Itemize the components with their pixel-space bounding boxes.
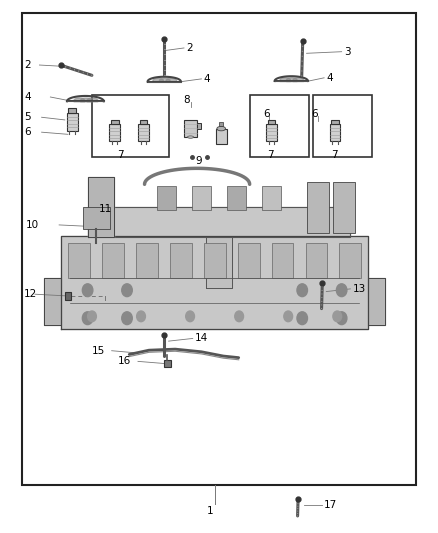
Text: 15: 15 [92,346,105,356]
Text: 7: 7 [117,150,124,159]
Text: 4: 4 [204,74,210,84]
Text: 2: 2 [186,43,193,53]
Bar [307,182,328,233]
Bar [262,186,281,210]
Bar [197,123,201,129]
Circle shape [297,312,307,325]
Text: 6: 6 [263,109,269,118]
Text: 13: 13 [353,284,366,294]
Bar [157,186,176,210]
Text: 4: 4 [24,92,31,102]
Bar [305,243,327,278]
Circle shape [122,284,132,296]
Circle shape [82,312,93,325]
Circle shape [297,284,307,296]
Text: 11: 11 [99,205,112,214]
Bar [65,292,71,300]
Bar [68,243,90,278]
Circle shape [333,311,342,322]
Bar [92,95,169,157]
Text: 10: 10 [26,220,39,230]
Bar [140,120,148,124]
Circle shape [88,311,96,322]
Bar [330,124,340,141]
Bar [204,243,226,278]
Bar [227,186,246,210]
Bar [219,123,223,126]
Text: 3: 3 [344,47,350,56]
Text: 16: 16 [118,357,131,366]
Bar [237,243,259,278]
Bar [102,243,124,278]
Text: 7: 7 [331,150,337,159]
Circle shape [235,311,244,322]
Polygon shape [368,278,385,325]
Text: 6: 6 [311,109,318,118]
Text: 2: 2 [24,60,31,70]
Ellipse shape [187,136,194,138]
Text: 14: 14 [195,334,208,343]
Polygon shape [88,207,350,237]
Circle shape [336,284,347,296]
Bar [170,243,192,278]
Bar [138,124,149,141]
Bar [266,124,277,141]
Bar [110,124,120,141]
Bar [192,186,211,210]
Bar [268,120,276,124]
Bar [216,128,226,144]
Bar [250,95,309,157]
Polygon shape [44,278,61,325]
Polygon shape [61,236,368,329]
Circle shape [122,312,132,325]
Bar [68,108,76,113]
Text: 8: 8 [183,95,190,104]
Text: 6: 6 [24,127,31,137]
Ellipse shape [217,126,226,131]
Bar [22,13,416,485]
Circle shape [82,284,93,296]
Bar [333,182,355,233]
Text: 9: 9 [195,156,201,166]
Bar [111,120,119,124]
Bar [184,120,197,137]
Polygon shape [88,177,114,237]
Bar [313,95,372,157]
Text: 4: 4 [326,73,333,83]
Bar [339,243,361,278]
Text: 17: 17 [324,500,337,510]
Text: 7: 7 [267,150,274,159]
Bar [331,120,339,124]
Circle shape [336,312,347,325]
Bar [164,360,171,367]
Circle shape [186,311,194,322]
Text: 1: 1 [207,506,213,515]
Polygon shape [206,237,232,288]
Circle shape [137,311,145,322]
Text: 12: 12 [24,289,37,299]
Bar [136,243,158,278]
Bar [83,207,110,229]
Bar [272,243,293,278]
Bar [67,113,78,131]
Text: 5: 5 [24,112,31,122]
Circle shape [284,311,293,322]
